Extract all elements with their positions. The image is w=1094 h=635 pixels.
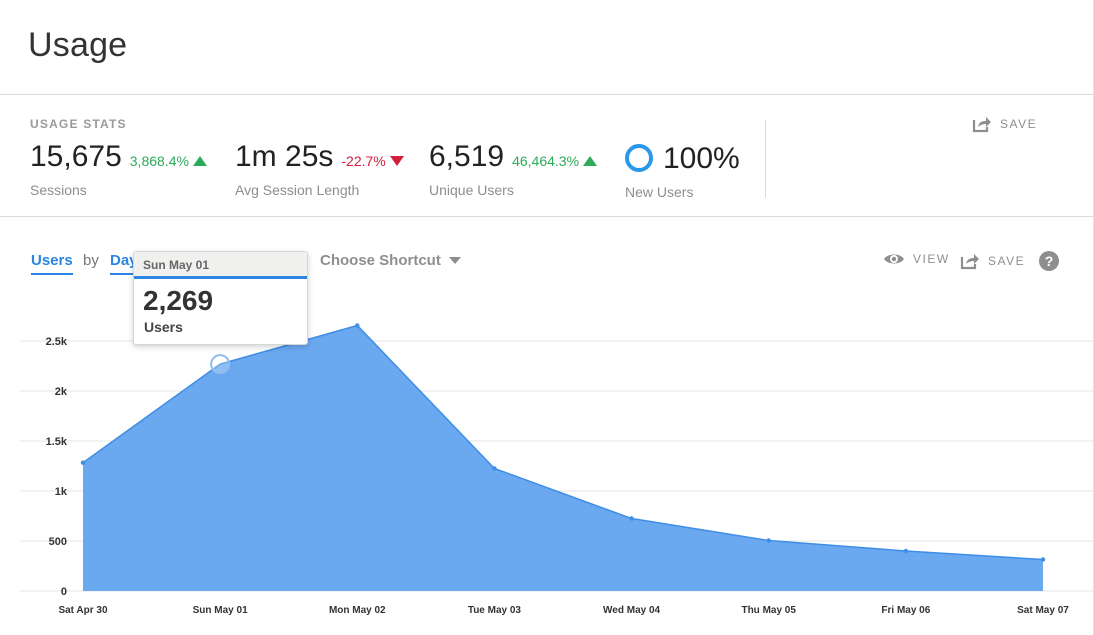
data-point [629, 516, 634, 521]
share-icon [972, 117, 991, 133]
stat-avg-session: 1m 25s -22.7% Avg Session Length [235, 140, 404, 198]
save-label: SAVE [988, 254, 1026, 268]
users-line [82, 324, 1044, 561]
data-point [80, 460, 86, 465]
data-point [903, 548, 909, 554]
down-arrow-icon [389, 156, 404, 166]
y-tick-label: 1k [55, 486, 68, 498]
y-tick-label: 2k [55, 386, 68, 398]
x-tick-label: Sun May 01 [193, 605, 248, 616]
up-arrow-icon [192, 156, 207, 166]
save-chart-button[interactable]: SAVE [960, 252, 1025, 270]
view-button[interactable]: VIEW [883, 252, 950, 266]
divider [0, 216, 1093, 217]
data-point [1040, 557, 1046, 562]
users-area-chart: 0 500 1k 1.5k 2k 2.5k Sat Apr 30 Sun May 01 Mon … [20, 323, 1093, 616]
sessions-label: Sessions [30, 182, 87, 198]
stats-divider [765, 120, 766, 198]
usage-stats-label: USAGE STATS [30, 117, 127, 131]
tab-day[interactable]: Day [110, 252, 138, 275]
choose-shortcut-dropdown[interactable]: Choose Shortcut [320, 252, 461, 269]
data-point [492, 466, 497, 471]
x-tick-label: Fri May 06 [881, 605, 930, 616]
x-tick-label: Sat May 07 [1017, 605, 1069, 616]
stat-sessions: 15,675 3,868.4% Sessions [30, 140, 207, 198]
tooltip-date: Sun May 01 [134, 252, 307, 279]
stat-unique-users: 6,519 46,464.3% Unique Users [429, 140, 598, 198]
caret-down-icon [448, 257, 461, 264]
unique-users-delta: 46,464.3% [512, 153, 580, 169]
tooltip-value: 2,269 [143, 285, 214, 316]
new-users-label: New Users [625, 184, 694, 200]
eye-icon [884, 254, 904, 264]
share-icon [960, 254, 979, 270]
save-label: SAVE [1000, 117, 1038, 131]
users-area [83, 325, 1043, 591]
view-label: VIEW [913, 252, 950, 266]
x-tick-label: Sat Apr 30 [58, 605, 108, 616]
sessions-value: 15,675 [30, 140, 122, 173]
up-arrow-icon [583, 156, 598, 166]
x-tick-label: Thu May 05 [741, 605, 796, 616]
y-tick-label: 0 [61, 586, 67, 598]
shortcut-label: Choose Shortcut [320, 252, 441, 269]
unique-users-label: Unique Users [429, 182, 514, 198]
avg-session-label: Avg Session Length [235, 182, 360, 198]
avg-session-delta: -22.7% [341, 153, 386, 169]
tab-users[interactable]: Users [31, 252, 73, 275]
data-tooltip: Sun May 01 2,269 Users [133, 251, 308, 345]
data-point [355, 323, 360, 328]
stat-new-users: 100% New Users [625, 140, 740, 200]
tooltip-label: Users [144, 319, 183, 335]
highlighted-data-point [210, 354, 231, 375]
x-tick-label: Wed May 04 [603, 605, 660, 616]
y-tick-label: 500 [49, 536, 67, 548]
data-point [766, 538, 771, 543]
avg-session-value: 1m 25s [235, 140, 334, 173]
new-users-value: 100% [663, 142, 740, 175]
save-stats-button[interactable]: SAVE [972, 115, 1037, 133]
unique-users-value: 6,519 [429, 140, 505, 173]
divider [0, 94, 1093, 95]
by-text: by [83, 252, 99, 269]
page-title: Usage [28, 26, 128, 64]
x-tick-label: Mon May 02 [329, 605, 386, 616]
help-icon[interactable]: ? [1039, 251, 1059, 271]
sessions-delta: 3,868.4% [129, 153, 189, 169]
x-tick-label: Tue May 03 [468, 605, 522, 616]
y-tick-label: 2.5k [46, 336, 68, 348]
y-tick-label: 1.5k [46, 436, 68, 448]
donut-ring-icon [625, 144, 653, 172]
